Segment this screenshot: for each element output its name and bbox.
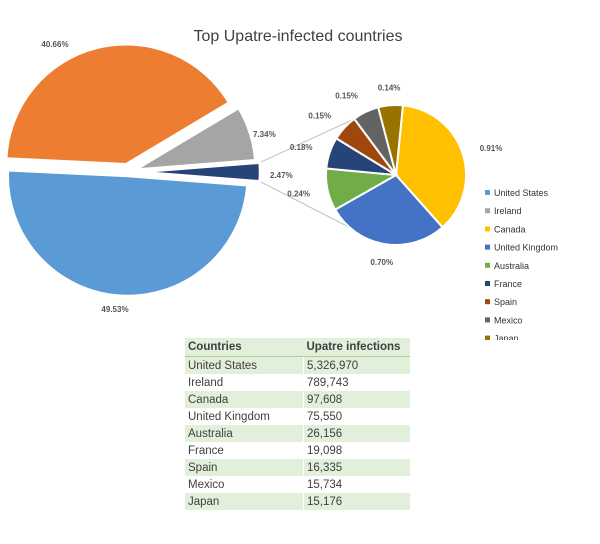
- label-france: 0.18%: [290, 143, 313, 152]
- legend-swatch-mexico: [485, 317, 490, 323]
- label-canada: 0.91%: [480, 144, 503, 153]
- infections-cell: 5,326,970: [303, 356, 410, 374]
- legend-swatch-canada: [485, 226, 490, 232]
- slice-united-kingdom: [333, 173, 444, 246]
- slice-other-countries: [139, 161, 262, 183]
- legend-label-spain: Spain: [494, 297, 517, 307]
- label-japan: 0.14%: [378, 83, 401, 92]
- pie-of-pie-chart: Top Upatre-infected countries 40.66% 7.34…: [4, 28, 558, 340]
- slice-united-states: [6, 168, 249, 298]
- table-row: Australia 26,156: [185, 425, 410, 442]
- table-row: Canada 97,608: [185, 391, 410, 408]
- table-header-row: Countries Upatre infections: [185, 338, 410, 357]
- label-spain: 0.15%: [308, 112, 331, 121]
- country-cell: Australia: [185, 425, 304, 442]
- chart-title: Top Upatre-infected countries: [194, 28, 403, 45]
- country-cell: Japan: [185, 493, 304, 510]
- label-united-kingdom: 0.70%: [370, 258, 393, 267]
- table-row: Japan 15,176: [185, 493, 410, 510]
- infections-cell: 15,734: [303, 476, 410, 493]
- legend-label-united-kingdom: United Kingdom: [494, 243, 558, 253]
- country-cell: Canada: [185, 391, 304, 408]
- country-cell: United Kingdom: [185, 408, 304, 425]
- country-cell: Mexico: [185, 476, 304, 493]
- slice-japan: [376, 104, 405, 176]
- legend-label-united-states: United States: [494, 188, 549, 198]
- legend-label-france: France: [494, 279, 522, 289]
- legend-label-australia: Australia: [494, 261, 529, 271]
- table-row: Spain 16,335: [185, 459, 410, 476]
- infections-cell: 15,176: [303, 493, 410, 510]
- header-upatre-infections: Upatre infections: [303, 338, 410, 357]
- secondary-pie: [325, 104, 467, 246]
- legend-swatch-ireland: [485, 208, 490, 214]
- table-row: France 19,098: [185, 442, 410, 459]
- table-row: United Kingdom 75,550: [185, 408, 410, 425]
- main-pie: [4, 43, 262, 298]
- label-united-states: 49.53%: [101, 305, 128, 314]
- infections-cell: 75,550: [303, 408, 410, 425]
- country-cell: Spain: [185, 459, 304, 476]
- table-row: Mexico 15,734: [185, 476, 410, 493]
- country-cell: Ireland: [185, 374, 304, 391]
- header-countries: Countries: [185, 338, 304, 357]
- label-mexico: 0.15%: [335, 92, 358, 101]
- legend-swatch-france: [485, 281, 490, 286]
- label-australia: 0.24%: [287, 190, 310, 199]
- legend-label-ireland: Ireland: [494, 206, 522, 216]
- label-ireland: 7.34%: [253, 130, 276, 139]
- table-row: United States 5,326,970: [185, 356, 410, 374]
- infections-cell: 789,743: [303, 374, 410, 391]
- table-row: Ireland 789,743: [185, 374, 410, 391]
- label-unlabeled: 40.66%: [41, 40, 68, 49]
- infections-cell: 97,608: [303, 391, 410, 408]
- infections-cell: 26,156: [303, 425, 410, 442]
- slice-labels: 40.66% 7.34% 2.47% 49.53% 0.91% 0.70% 0.24% 0.1…: [41, 40, 502, 314]
- legend-label-canada: Canada: [494, 224, 526, 234]
- slice-canada: [394, 104, 467, 229]
- legend-swatch-united-kingdom: [485, 244, 490, 250]
- legend-swatch-united-states: [485, 190, 490, 195]
- legend-swatch-japan: [485, 335, 490, 340]
- legend-label-mexico: Mexico: [494, 315, 523, 325]
- slice-ireland: [134, 106, 257, 171]
- label-other-countries: 2.47%: [270, 171, 293, 180]
- legend-swatch-spain: [485, 299, 490, 305]
- country-cell: United States: [185, 356, 304, 374]
- infections-table: Countries Upatre infections United State…: [185, 338, 410, 510]
- slice-unlabeled: [4, 43, 231, 166]
- legend-label-japan: Japan: [494, 334, 519, 340]
- infections-cell: 19,098: [303, 442, 410, 459]
- country-cell: France: [185, 442, 304, 459]
- infections-cell: 16,335: [303, 459, 410, 476]
- legend: United States Ireland Canada United Kingdom…: [485, 188, 558, 340]
- legend-swatch-australia: [485, 262, 490, 268]
